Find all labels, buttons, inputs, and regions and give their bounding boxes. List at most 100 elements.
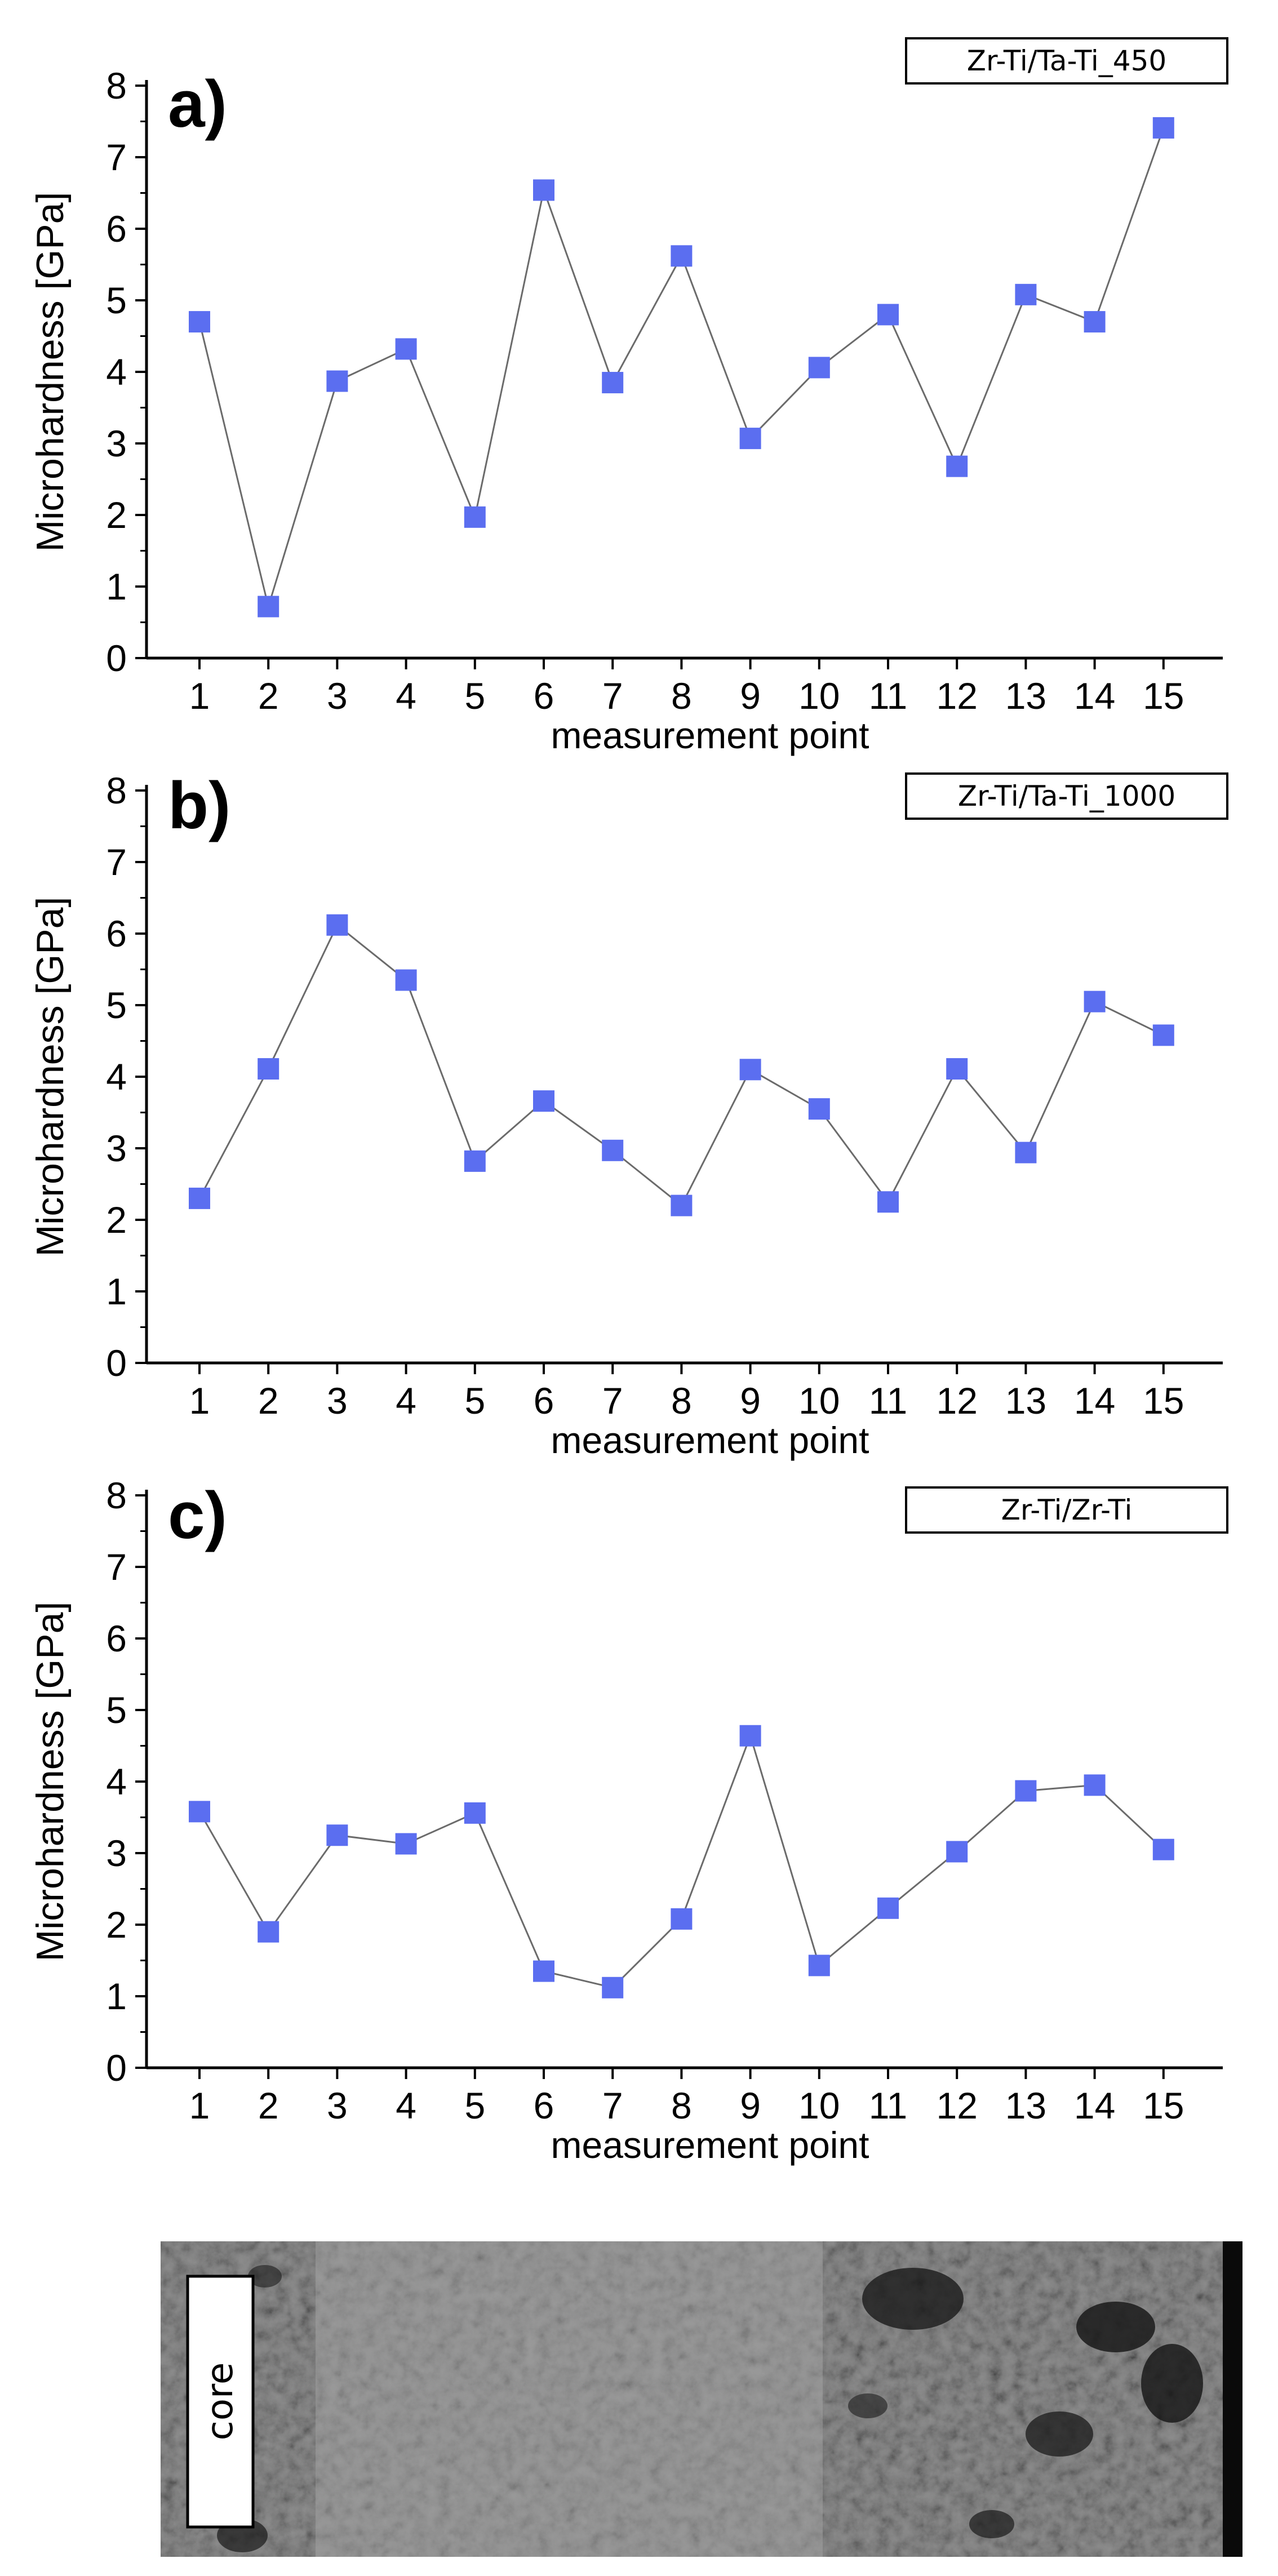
data-point bbox=[808, 357, 830, 379]
micrograph-pore bbox=[862, 2268, 964, 2330]
x-tick-label: 13 bbox=[1005, 2085, 1046, 2126]
x-tick-label: 1 bbox=[189, 2085, 210, 2126]
micrograph-smooth-band bbox=[316, 2241, 823, 2557]
y-tick-label: 1 bbox=[106, 566, 127, 607]
legend-text: Zr-Ti/Zr-Ti bbox=[1001, 1494, 1133, 1526]
micrograph-pore bbox=[1141, 2344, 1203, 2423]
panel-label: c) bbox=[168, 1478, 227, 1553]
data-point bbox=[395, 969, 417, 991]
data-point bbox=[946, 1058, 968, 1080]
data-point bbox=[602, 1977, 624, 1998]
x-tick-label: 4 bbox=[396, 2085, 416, 2126]
y-tick-label: 4 bbox=[106, 1056, 127, 1098]
y-tick-label: 6 bbox=[106, 913, 127, 954]
y-tick-label: 5 bbox=[106, 984, 127, 1026]
data-point bbox=[739, 1059, 761, 1081]
x-tick-label: 5 bbox=[464, 2085, 485, 2126]
data-point bbox=[739, 428, 761, 450]
x-axis-label: measurement point bbox=[551, 714, 869, 756]
data-point bbox=[602, 372, 624, 394]
y-tick-label: 4 bbox=[106, 351, 127, 393]
data-point bbox=[602, 1139, 624, 1161]
y-tick-label: 1 bbox=[106, 1975, 127, 2017]
data-point bbox=[877, 304, 899, 326]
y-axis-label: Microhardness [GPa] bbox=[29, 1602, 72, 1962]
panel-label: a) bbox=[168, 67, 227, 141]
data-point bbox=[877, 1191, 899, 1213]
x-tick-label: 15 bbox=[1143, 1380, 1184, 1422]
x-tick-label: 14 bbox=[1074, 675, 1115, 717]
y-tick-label: 5 bbox=[106, 279, 127, 321]
data-point bbox=[1015, 1142, 1037, 1163]
x-tick-label: 5 bbox=[464, 1380, 485, 1422]
data-point bbox=[189, 1187, 210, 1209]
y-tick-label: 8 bbox=[106, 1474, 127, 1516]
y-tick-label: 2 bbox=[106, 1904, 127, 1946]
x-tick-label: 11 bbox=[869, 675, 908, 717]
series-line bbox=[198, 1733, 1164, 1989]
x-tick-label: 9 bbox=[740, 1380, 761, 1422]
data-point bbox=[877, 1897, 899, 1919]
x-tick-label: 11 bbox=[869, 1380, 908, 1422]
data-point bbox=[189, 311, 210, 333]
x-tick-label: 8 bbox=[671, 1380, 692, 1422]
x-tick-label: 12 bbox=[936, 675, 977, 717]
data-point bbox=[739, 1725, 761, 1747]
x-tick-label: 12 bbox=[936, 1380, 977, 1422]
data-point bbox=[808, 1098, 830, 1120]
micrograph-background bbox=[161, 2241, 1242, 2557]
x-tick-label: 3 bbox=[327, 2085, 348, 2126]
x-tick-label: 9 bbox=[740, 2085, 761, 2126]
x-tick-label: 12 bbox=[936, 2085, 977, 2126]
y-tick-label: 7 bbox=[106, 841, 127, 883]
legend-box bbox=[905, 37, 1228, 85]
panel-label: b) bbox=[168, 769, 230, 843]
x-tick-label: 7 bbox=[602, 1380, 623, 1422]
data-point bbox=[1084, 991, 1106, 1012]
y-tick-label: 7 bbox=[106, 136, 127, 178]
x-tick-label: 3 bbox=[327, 1380, 348, 1422]
micrograph-edge bbox=[1223, 2241, 1242, 2557]
legend-text: Zr-Ti/Ta-Ti_450 bbox=[967, 45, 1167, 77]
y-tick-label: 3 bbox=[106, 1832, 127, 1874]
data-point bbox=[395, 1833, 417, 1855]
y-axis-label: Microhardness [GPa] bbox=[29, 897, 72, 1257]
data-point bbox=[258, 596, 279, 618]
x-tick-label: 15 bbox=[1143, 675, 1184, 717]
y-tick-label: 6 bbox=[106, 208, 127, 250]
series-line bbox=[198, 127, 1165, 610]
x-tick-label: 10 bbox=[798, 2085, 840, 2126]
y-tick-label: 8 bbox=[106, 65, 127, 106]
y-tick-label: 0 bbox=[106, 2047, 127, 2089]
core-label-box bbox=[186, 2275, 255, 2529]
x-tick-label: 7 bbox=[602, 675, 623, 717]
data-point bbox=[533, 1960, 554, 1982]
data-point bbox=[1152, 117, 1174, 139]
data-point bbox=[326, 1824, 348, 1846]
x-tick-label: 10 bbox=[798, 1380, 840, 1422]
data-point bbox=[1084, 311, 1106, 333]
core-label: core bbox=[199, 2362, 241, 2441]
data-point bbox=[464, 1150, 486, 1172]
data-point bbox=[464, 506, 486, 528]
data-point bbox=[395, 338, 417, 360]
data-point bbox=[258, 1058, 279, 1080]
y-tick-label: 8 bbox=[106, 770, 127, 811]
x-tick-label: 3 bbox=[327, 675, 348, 717]
x-tick-label: 9 bbox=[740, 675, 761, 717]
x-axis-label: measurement point bbox=[551, 1419, 869, 1461]
data-point bbox=[533, 179, 554, 201]
data-point bbox=[946, 1841, 968, 1863]
x-tick-label: 14 bbox=[1074, 2085, 1115, 2126]
data-point bbox=[533, 1090, 554, 1112]
x-tick-label: 8 bbox=[671, 675, 692, 717]
x-tick-label: 14 bbox=[1074, 1380, 1115, 1422]
data-point bbox=[808, 1955, 830, 1977]
y-tick-label: 0 bbox=[106, 637, 127, 679]
y-tick-label: 0 bbox=[106, 1342, 127, 1384]
data-point bbox=[258, 1921, 279, 1943]
y-tick-label: 7 bbox=[106, 1546, 127, 1588]
